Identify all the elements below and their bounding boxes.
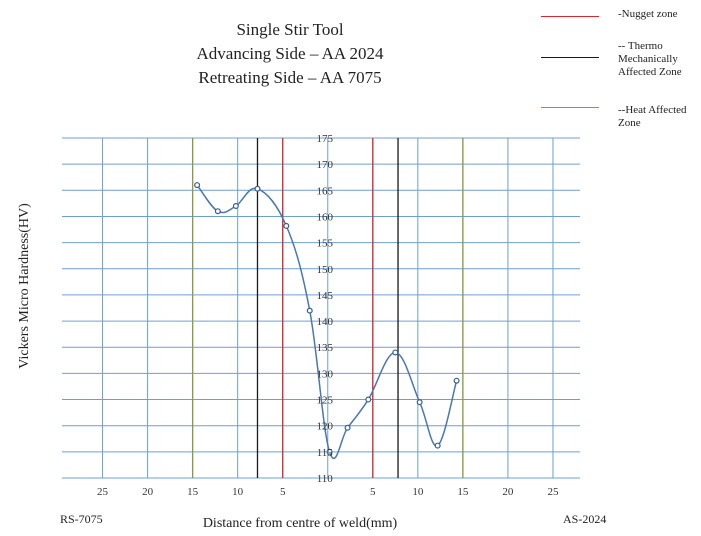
- x-tick-label: 25: [97, 486, 109, 498]
- legend-label-haz: --Heat Affected Zone: [618, 104, 687, 130]
- y-tick-label: 165: [317, 185, 334, 197]
- legend-label-nugget: -Nugget zone: [618, 8, 678, 20]
- legend-label-haz-line-1: --Heat Affected: [618, 104, 687, 116]
- x-axis-left-label: RS-7075: [60, 512, 103, 526]
- data-point: [434, 442, 441, 449]
- legend-label-tmaz: -- Thermo Mechanically Affected Zone: [618, 40, 682, 79]
- y-tick-label: 155: [317, 238, 334, 250]
- x-axis-right-label: AS-2024: [563, 512, 607, 526]
- x-tick-label: 15: [457, 486, 469, 498]
- y-tick-label: 125: [317, 395, 334, 407]
- data-point: [194, 182, 201, 189]
- data-point: [344, 424, 351, 431]
- data-point: [283, 222, 290, 229]
- legend-label-tmaz-line-1: -- Thermo: [618, 40, 663, 52]
- data-point: [365, 396, 372, 403]
- y-tick-label: 170: [317, 159, 334, 171]
- legend-swatch-haz: [541, 107, 599, 108]
- y-tick-label: 130: [317, 368, 334, 380]
- y-tick-label: 115: [317, 447, 334, 459]
- y-tick-label: 175: [317, 133, 334, 145]
- x-tick-label: 15: [187, 486, 199, 498]
- data-point: [232, 203, 239, 210]
- y-tick-label: 110: [317, 473, 334, 485]
- x-axis-title: Distance from centre of weld(mm): [202, 516, 398, 531]
- legend-label-haz-line-2: Zone: [618, 117, 641, 129]
- x-tick-label: 20: [502, 486, 514, 498]
- x-tick-label: 5: [370, 486, 376, 498]
- chart-title-line-1: Single Stir Tool: [236, 20, 344, 39]
- y-tick-label: 145: [317, 290, 334, 302]
- legend-label-tmaz-line-3: Affected Zone: [618, 66, 682, 78]
- y-tick-label: 135: [317, 342, 334, 354]
- legend-swatch-tmaz: [541, 57, 599, 58]
- y-tick-label: 160: [317, 211, 334, 223]
- x-tick-label: 20: [142, 486, 154, 498]
- x-tick-label: 5: [280, 486, 286, 498]
- y-tick-label: 150: [317, 264, 334, 276]
- y-tick-label: 140: [317, 316, 334, 328]
- legend-swatch-nugget: [541, 16, 599, 17]
- legend-label-tmaz-line-2: Mechanically: [618, 53, 678, 65]
- data-point: [416, 399, 423, 406]
- x-tick-label: 10: [412, 486, 424, 498]
- x-tick-label: 10: [232, 486, 244, 498]
- data-point: [326, 448, 333, 455]
- data-point: [254, 185, 261, 192]
- data-point: [306, 307, 313, 314]
- y-axis-title: Vickers Micro Hardness(HV): [17, 203, 32, 369]
- x-tick-label: 25: [547, 486, 559, 498]
- chart-title-line-3: Retreating Side – AA 7075: [198, 68, 382, 87]
- y-tick-label: 120: [317, 421, 334, 433]
- data-point: [214, 208, 221, 215]
- data-point: [392, 349, 399, 356]
- chart-title-line-2: Advancing Side – AA 2024: [196, 44, 384, 63]
- data-point: [453, 377, 460, 384]
